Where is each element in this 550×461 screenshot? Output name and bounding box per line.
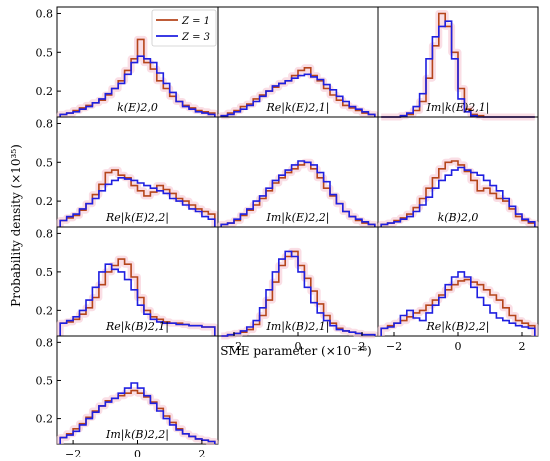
series-line-z3	[59, 55, 216, 117]
panel-label: Im|k(E)2,1|	[426, 101, 490, 115]
y-axis-label: Probability density (×10³⁵)	[9, 144, 23, 307]
x-tick-label: −2	[386, 340, 402, 353]
y-tick-label: 0.8	[36, 7, 54, 20]
series-line-z3	[220, 160, 376, 227]
series-line-z3	[380, 166, 536, 227]
panel-10: 0.2 0.5 0.8 −2 0 2 Im|k(B)2,2|	[36, 335, 219, 461]
x-tick-label: −2	[65, 448, 81, 457]
panel-5: Im|k(E)2,2|	[217, 116, 379, 228]
x-axis-label: SME parameter (×10⁻³⁵)	[220, 344, 371, 358]
panel-1: 0.2 0.5 0.8 k(E)2,0	[36, 6, 219, 118]
panel-9: −2 0 2 Re|k(B)2,2|	[377, 226, 539, 353]
x-tick-label: 2	[359, 340, 366, 353]
series-line-z3	[59, 382, 216, 444]
legend: Z = 1 Z = 3	[151, 9, 217, 47]
series-line-z3	[221, 250, 376, 337]
y-tick-label: 0.2	[36, 304, 54, 317]
x-tick-label: 2	[198, 448, 205, 457]
panel-3: Im|k(E)2,1|	[377, 6, 539, 121]
x-tick-label: 0	[455, 340, 462, 353]
panel-label: Im|k(B)2,2|	[105, 428, 169, 442]
y-tick-label: 0.8	[36, 227, 54, 240]
x-tick-label: 2	[519, 340, 526, 353]
panel-8: −2 0 2 Im|k(B)2,1|	[217, 226, 379, 353]
series-line-z3	[220, 73, 376, 117]
y-tick-label: 0.8	[36, 336, 54, 349]
x-tick-label: 0	[295, 340, 302, 353]
series-line-z3	[59, 177, 216, 227]
series-line-z3	[380, 271, 536, 336]
y-tick-label: 0.5	[36, 156, 54, 169]
panel-label: k(B)2,0	[438, 211, 479, 224]
panel-label: Re|k(E)2,1|	[266, 101, 330, 115]
x-tick-label: 0	[134, 448, 141, 457]
panel-6: k(B)2,0	[377, 116, 539, 228]
panel-label: Im|k(E)2,2|	[266, 211, 330, 225]
y-tick-label: 0.5	[36, 374, 54, 387]
y-tick-label: 0.5	[36, 46, 54, 59]
series-line-z1	[380, 278, 536, 336]
panel-label: Re|k(B)2,2|	[425, 320, 489, 334]
y-tick-label: 0.2	[36, 85, 54, 98]
panel-label: Re|k(E)2,2|	[105, 211, 169, 225]
legend-box	[151, 9, 217, 47]
panel-label: Re|k(B)2,1|	[105, 320, 169, 334]
panel-2: Re|k(E)2,1|	[217, 6, 379, 120]
panel-label: Im|k(B)2,1|	[265, 320, 329, 334]
legend-label-2: Z = 3	[181, 32, 210, 43]
legend-label-1: Z = 1	[181, 16, 210, 27]
x-tick-label: −2	[226, 340, 242, 353]
panel-label: k(E)2,0	[117, 101, 158, 114]
y-tick-label: 0.2	[36, 195, 54, 208]
panel-7: 0.2 0.5 0.8 Re|k(B)2,1|	[36, 226, 219, 337]
y-tick-label: 0.5	[36, 266, 54, 279]
series-line-z3	[59, 263, 216, 336]
y-tick-label: 0.8	[36, 117, 54, 130]
y-tick-label: 0.2	[36, 413, 54, 426]
panel-4: 0.2 0.5 0.8 Re|k(E)2,2|	[36, 116, 219, 228]
